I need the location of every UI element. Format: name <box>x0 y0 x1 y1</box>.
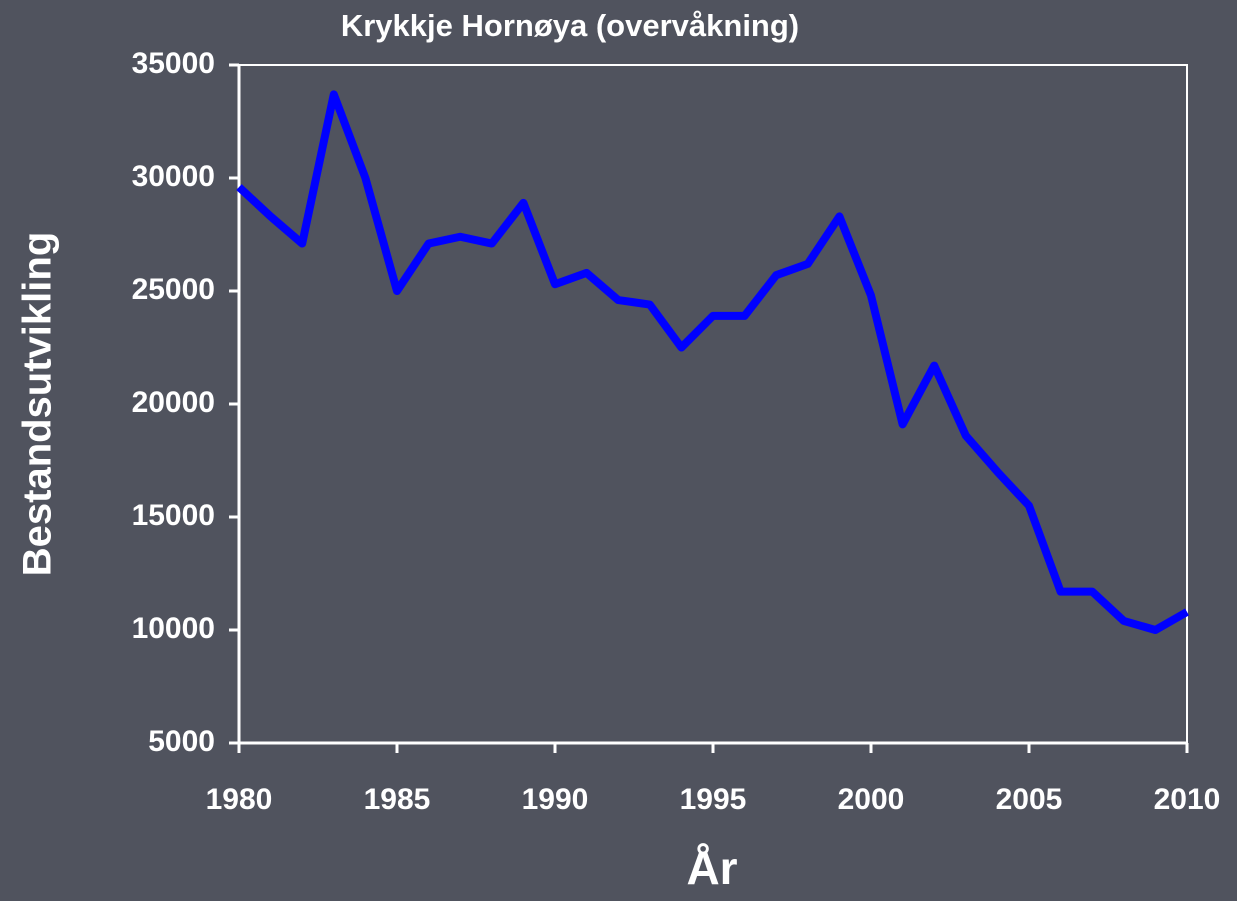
y-tick-label: 20000 <box>132 386 215 419</box>
y-tick-label: 35000 <box>132 47 215 80</box>
y-axis-label: Bestandsutvikling <box>16 232 60 577</box>
chart-title: Krykkje Hornøya (overvåkning) <box>341 8 799 43</box>
x-tick-label: 2010 <box>1154 783 1221 816</box>
x-tick-label: 1980 <box>206 783 273 816</box>
x-tick-label: 1995 <box>680 783 747 816</box>
data-line <box>236 90 1189 634</box>
y-tick-label: 25000 <box>132 273 215 306</box>
x-tick-label: 1985 <box>364 783 431 816</box>
y-tick-label: 15000 <box>132 499 215 532</box>
y-tick-label: 10000 <box>132 612 215 645</box>
x-axis-label: År <box>686 842 737 894</box>
y-tick-label: 30000 <box>132 160 215 193</box>
y-tick-label: 5000 <box>148 725 215 758</box>
x-tick-label: 2000 <box>838 783 905 816</box>
x-tick-label: 2005 <box>996 783 1063 816</box>
plot-frame <box>238 64 1188 744</box>
x-tick-label: 1990 <box>522 783 589 816</box>
